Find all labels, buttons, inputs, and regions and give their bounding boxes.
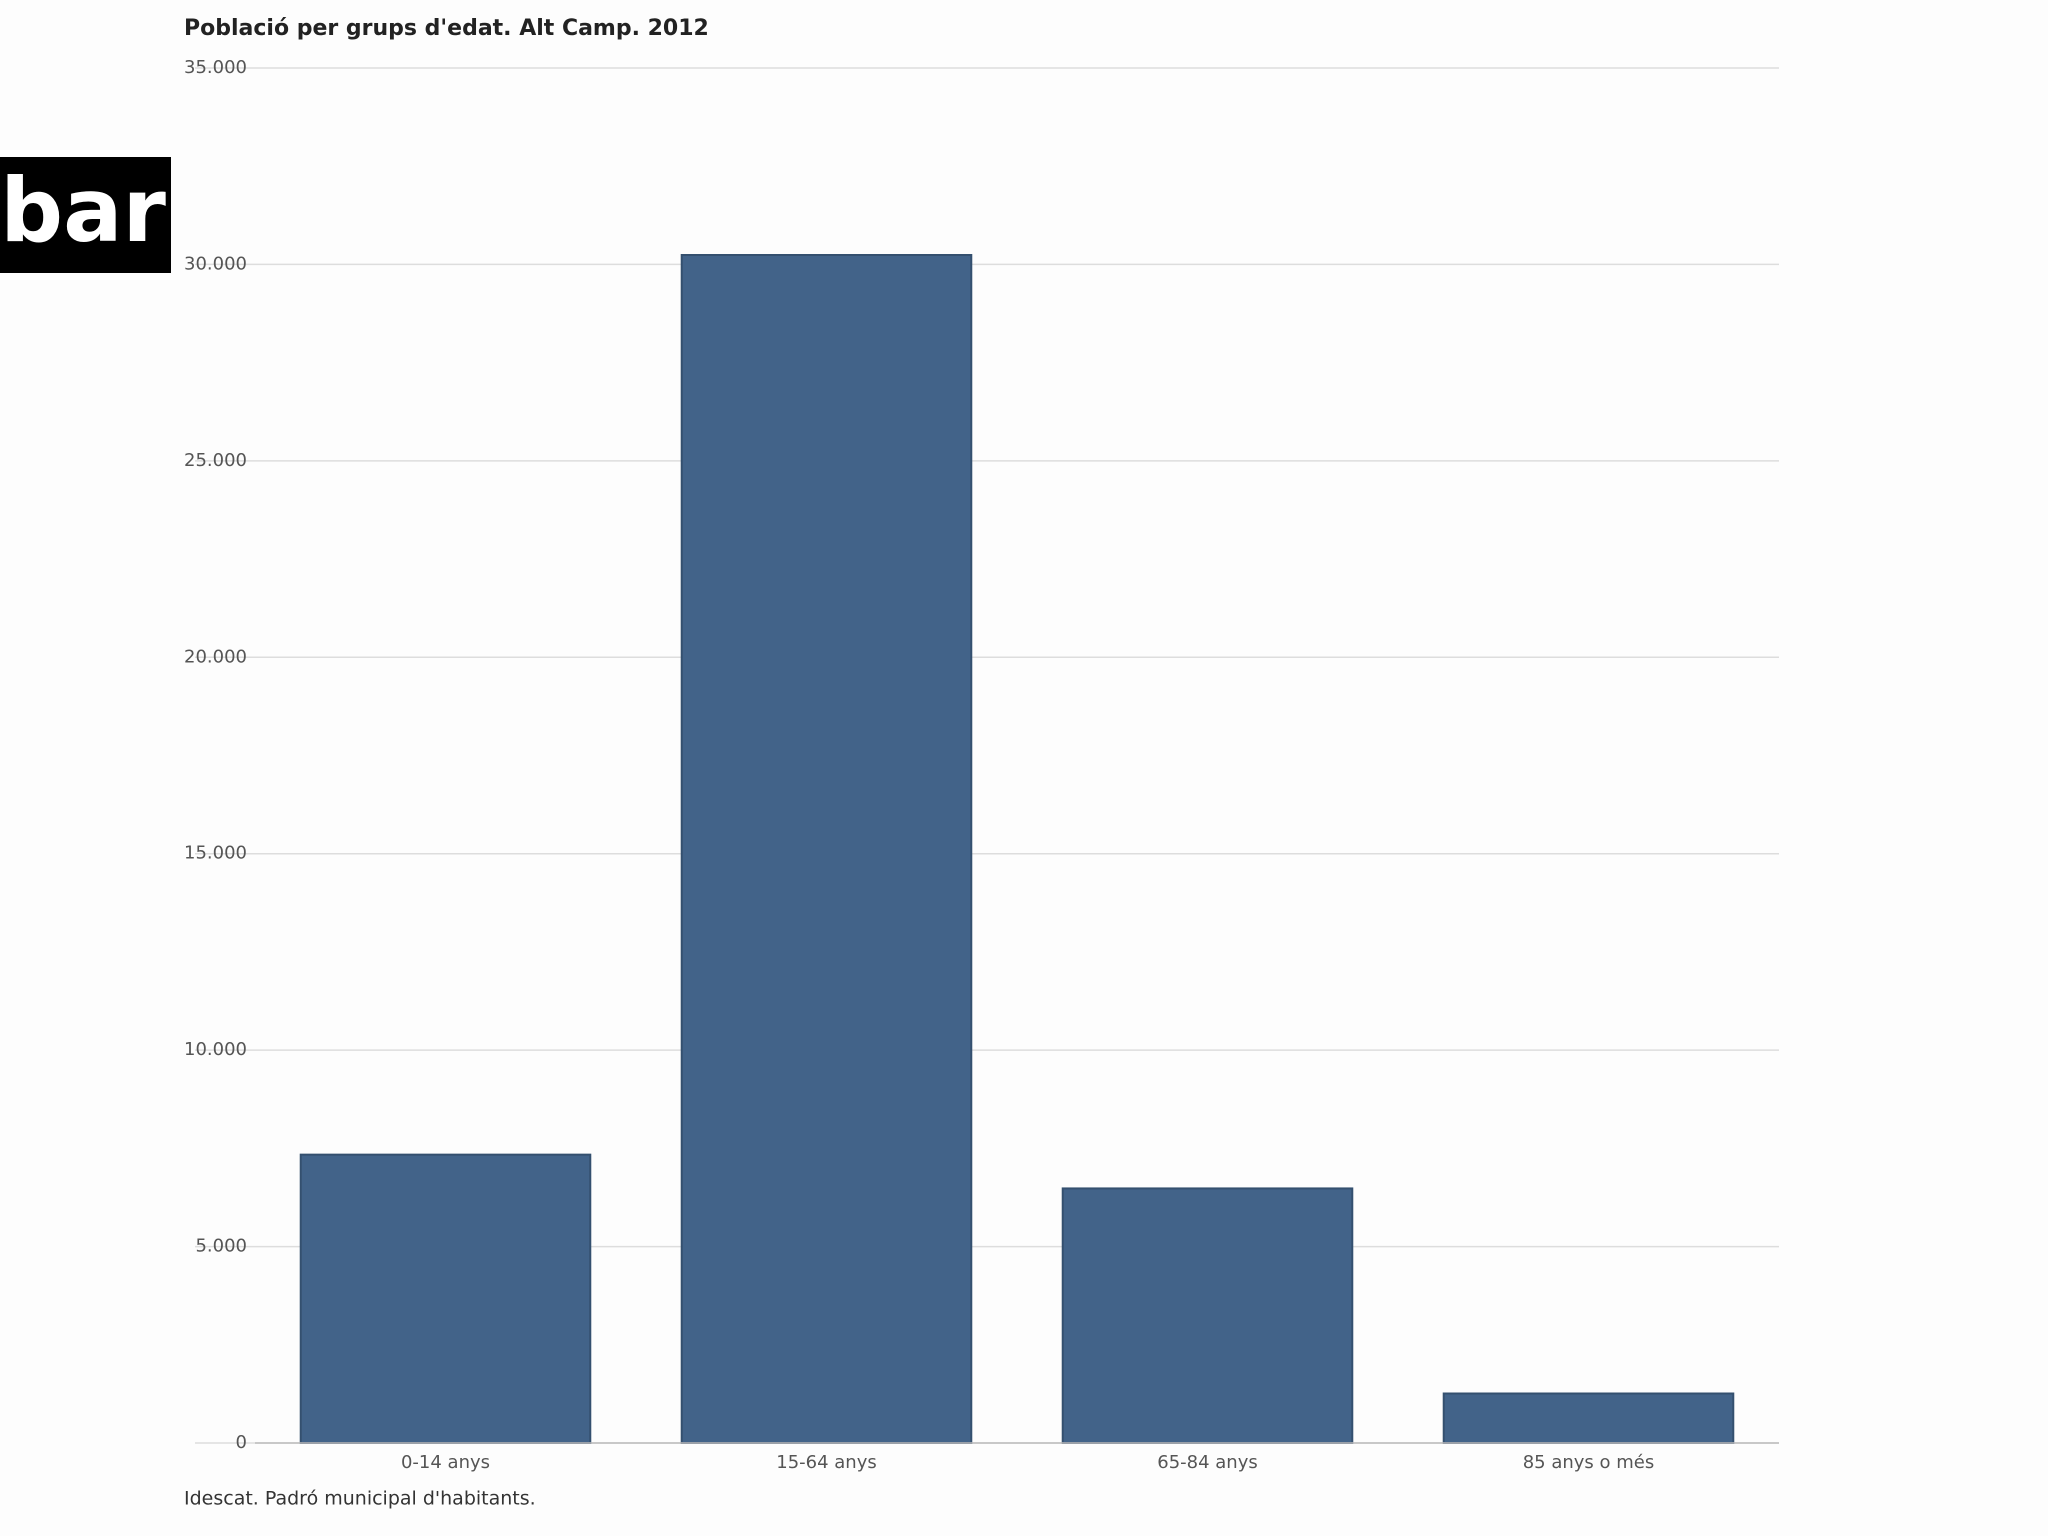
x-tick-label: 65-84 anys [1157, 1452, 1258, 1473]
y-tick-label: 25.000 [184, 450, 247, 471]
chart-title: Població per grups d'edat. Alt Camp. 201… [184, 16, 709, 41]
y-tick-label: 10.000 [184, 1039, 247, 1060]
bar [299, 1153, 592, 1444]
x-tick-label: 85 anys o més [1523, 1452, 1655, 1473]
bar [1442, 1392, 1735, 1444]
y-tick-label: 30.000 [184, 253, 247, 274]
y-tick-label: 20.000 [184, 646, 247, 667]
y-tick-label: 35.000 [184, 57, 247, 78]
overlay-badge [0, 157, 171, 273]
source-note: Idescat. Padró municipal d'habitants. [184, 1488, 536, 1510]
x-tick-label: 0-14 anys [401, 1452, 490, 1473]
bar [680, 254, 973, 1444]
bar [1061, 1187, 1354, 1445]
y-tick-label: 0 [236, 1432, 247, 1453]
y-tick-label: 15.000 [184, 843, 247, 864]
x-tick-label: 15-64 anys [776, 1452, 877, 1473]
overlay-label: bar [0, 159, 166, 262]
y-tick-label: 5.000 [195, 1236, 247, 1257]
plot-area: 0 5.000 10.000 15.000 20.000 25.000 30.000 35.0… [184, 57, 1779, 1473]
